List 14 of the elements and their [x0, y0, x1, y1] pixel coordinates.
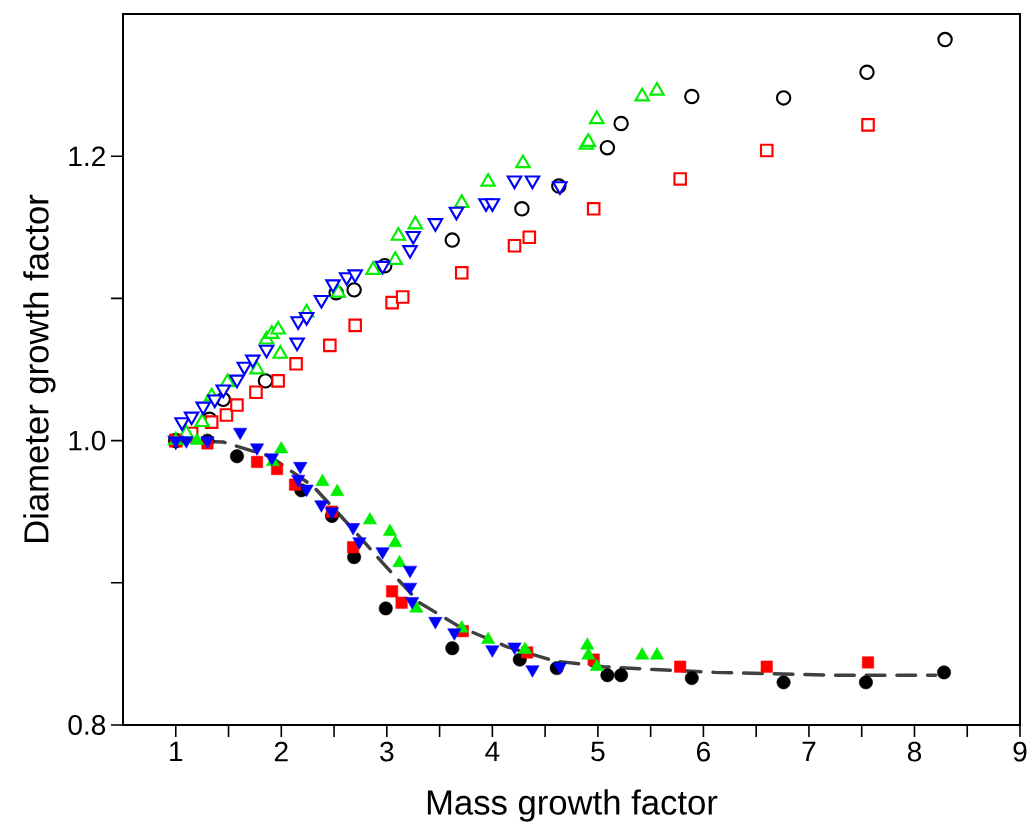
x-tick-label: 4: [485, 741, 500, 761]
x-axis-title: Mass growth factor: [427, 789, 718, 822]
y-tick-label: 1.0: [69, 430, 106, 451]
x-tick-label: 8: [907, 741, 922, 762]
y-axis-title: Diameter growth factor: [23, 194, 56, 542]
x-tick-label: 2: [274, 741, 288, 762]
x-tick-label: 9: [1013, 741, 1027, 762]
x-tick-label: 5: [591, 741, 605, 762]
y-tick-label: 0.8: [68, 715, 106, 735]
x-tick-label: 3: [380, 741, 394, 762]
y-tick-label: 1.2: [69, 146, 105, 166]
x-tick-label: 7: [802, 741, 816, 761]
x-tick-label: 6: [697, 741, 710, 762]
x-tick-label: 1: [170, 741, 183, 761]
